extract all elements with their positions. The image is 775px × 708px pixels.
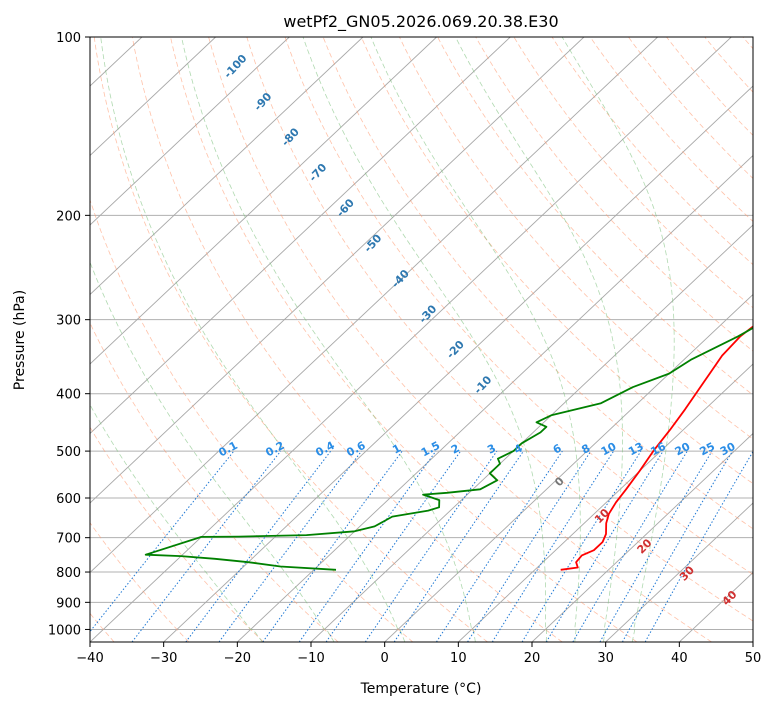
mixing-ratio-line [491,450,615,642]
y-tick-label: 600 [56,492,81,507]
y-tick-label: 500 [56,445,81,460]
mixing-ratio-line [435,450,563,642]
y-tick-label: 200 [56,209,81,224]
mixing-ratio-label: 30 [718,440,738,459]
dry-adiabat-line [437,37,753,396]
x-axis-label: Temperature (°C) [360,681,482,697]
moist-adiabat-line [100,37,406,642]
isotherm-line [90,37,732,642]
x-tick-label: −20 [224,651,251,666]
mixing-ratio-line [393,450,524,642]
x-tick-label: 30 [597,651,614,666]
isotherm-line [605,502,753,642]
dry-adiabat-line [90,426,264,642]
temperature-profile-line [560,325,753,571]
isotherm-line [90,37,437,365]
isotherm-line [90,37,364,296]
isotherm-line [0,37,68,642]
mixing-ratio-line [364,450,498,642]
isotherm-line [90,37,658,574]
isotherm-line [90,37,511,435]
moist-adiabat-line [90,404,263,642]
mixing-ratio-label: 13 [626,440,646,459]
mixing-ratio-label: 25 [697,440,717,459]
mixing-ratio-line [131,450,282,642]
dry-adiabat-line [246,37,753,622]
isotherm-line [163,85,753,642]
chart-title: wetPf2_GN05.2026.069.20.38.E30 [283,12,558,32]
x-tick-label: 10 [450,651,467,666]
mixing-ratio-line [185,450,332,642]
y-tick-label: 300 [56,314,81,329]
dry-adiabat-line [90,522,190,642]
mixing-ratio-line [325,450,462,642]
isotherm-line [90,37,216,157]
moist-adiabat-line [181,37,476,642]
dry-adiabat-line [131,37,563,642]
moist-adiabat-line [561,37,675,642]
x-tick-label: −40 [76,651,103,666]
x-tick-label: −10 [297,651,324,666]
dry-adiabat-line [208,37,712,642]
mixing-ratio-line [218,450,362,642]
dry-adiabat-line [360,37,753,485]
moist-adiabat-line [302,37,547,642]
plot-area [0,37,753,642]
y-tick-label: 1000 [48,623,81,638]
mixing-ratio-label: 16 [648,440,668,459]
x-tick-label: 50 [745,651,762,666]
mixing-ratio-line [545,450,664,642]
dry-adiabat-line [90,198,414,642]
axes: −40 −30 −20 −10 0 10 20 30 40 50 100 200 300 400 500 60… [48,31,761,666]
plot-frame [89,36,754,643]
x-tick-label: −30 [150,651,177,666]
mixing-ratio-line [572,450,688,642]
x-tick-label: 40 [671,651,688,666]
dry-adiabat-line [170,37,638,642]
isotherm-line [752,641,753,642]
mixing-ratio-line [298,450,437,642]
y-tick-label: 400 [56,388,81,403]
isotherm-line [531,432,753,642]
isotherm-line [90,37,585,504]
y-tick-label: 700 [56,532,81,547]
isotherm-line [458,363,753,642]
moist-adiabat-line [370,37,581,642]
y-tick-label: 900 [56,596,81,611]
y-axis-label: Pressure (hPa) [12,290,28,390]
moist-adiabat-line [455,37,623,642]
moist-adiabat-line [90,261,335,642]
dewpoint-profile-line [144,326,753,571]
isotherm-line [384,293,753,642]
mixing-ratio-line [262,450,403,642]
dry-adiabat-line [284,37,753,575]
x-tick-label: 0 [381,651,389,666]
dry-adiabat-line [93,37,488,642]
mixing-ratio-label: 10 [599,440,619,459]
isotherm-line [237,154,753,642]
x-tick-label: 20 [524,651,541,666]
isotherm-line [90,37,290,226]
y-tick-label: 100 [56,31,81,46]
mixing-ratio-line [521,450,642,642]
y-tick-label: 800 [56,566,81,581]
mixing-ratio-line [644,450,753,642]
dry-adiabat-line [513,37,753,309]
mixing-ratio-line [467,450,592,642]
mixing-ratio-label: 20 [673,440,693,459]
